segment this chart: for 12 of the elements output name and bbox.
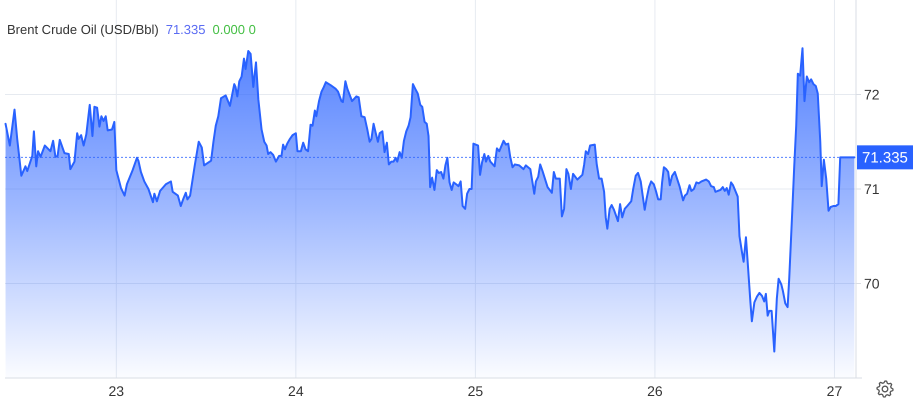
y-tick-label: 70: [864, 275, 880, 292]
x-tick-label: 24: [288, 382, 304, 399]
y-tick-label: 71: [864, 180, 880, 197]
x-tick-label: 23: [108, 382, 124, 399]
x-tick-label: 27: [826, 382, 842, 399]
text: Brent Crude Oil (USD/Bbl): [7, 22, 159, 38]
x-tick-label: 26: [647, 382, 663, 399]
x-tick-label: 25: [468, 382, 484, 399]
annotation: 0.000 0: [212, 22, 256, 38]
annotation: 71.335: [166, 22, 206, 38]
ref-line-label: 71.335: [862, 150, 908, 167]
y-tick-label: 72: [864, 86, 880, 102]
